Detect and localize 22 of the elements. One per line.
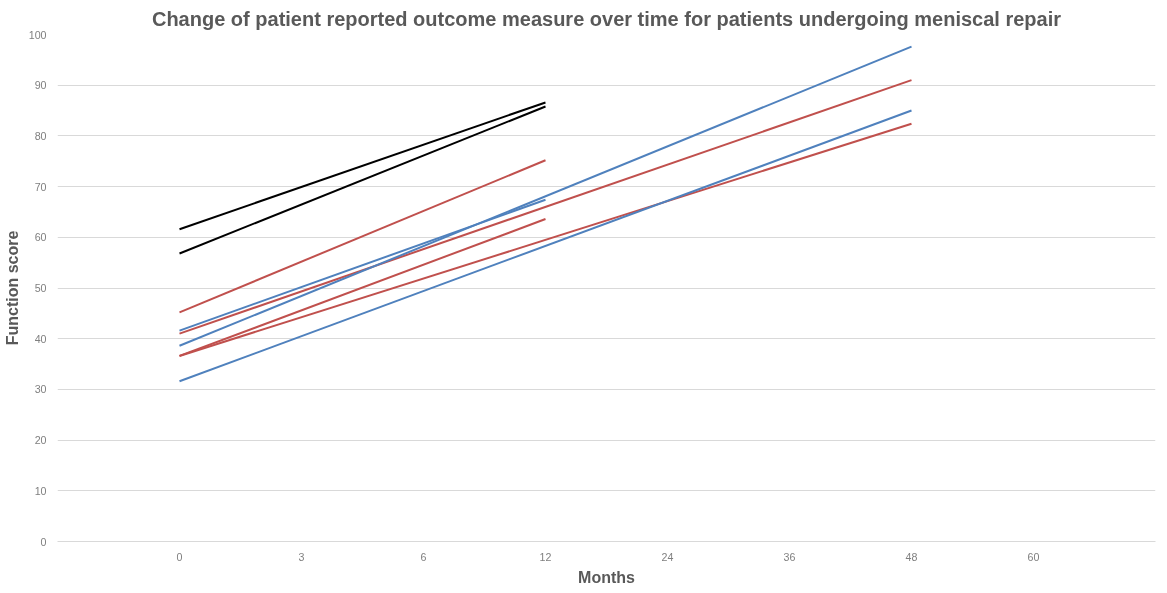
y-tick-label: 90: [34, 79, 47, 92]
x-axis-title: Months: [578, 568, 636, 586]
y-tick-label: 10: [34, 484, 47, 497]
y-tick-label: 30: [34, 383, 47, 396]
x-tick-label: 60: [1027, 550, 1040, 563]
y-tick-label: 0: [40, 535, 47, 548]
x-tick-label: 0: [176, 550, 183, 563]
x-tick-label: 24: [661, 550, 674, 563]
y-tick-label: 20: [34, 434, 47, 447]
x-tick-label: 12: [539, 550, 552, 563]
x-tick-label: 3: [298, 550, 305, 563]
y-axis-title: Function score: [3, 230, 21, 346]
y-tick-label: 60: [34, 231, 47, 244]
y-tick-label: 70: [34, 180, 47, 193]
y-tick-label: 100: [28, 28, 47, 41]
x-tick-label: 48: [905, 550, 918, 563]
x-tick-label: 6: [420, 550, 427, 563]
y-tick-label: 40: [34, 332, 47, 345]
chart-title: Change of patient reported outcome measure over time for patients undergoing meniscal repair: [151, 7, 1062, 30]
y-tick-label: 50: [34, 282, 47, 294]
y-tick-label: 80: [34, 129, 47, 142]
x-tick-label: 36: [783, 550, 796, 563]
